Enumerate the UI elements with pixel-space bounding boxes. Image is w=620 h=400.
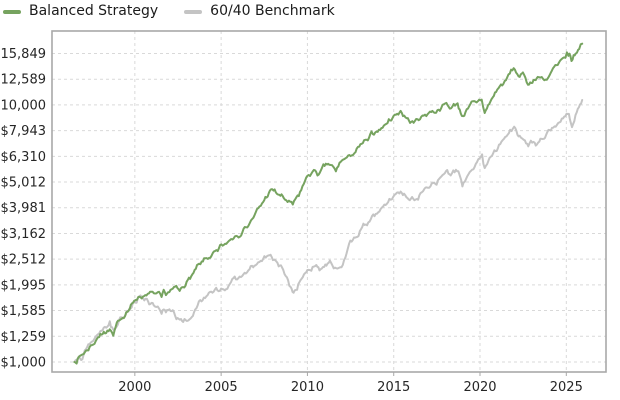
legend-swatch-balanced-strategy (3, 9, 21, 14)
y-axis-tick-label: $3,162 (1, 227, 47, 242)
x-axis-tick-label: 2025 (550, 380, 583, 395)
legend-swatch-benchmark (184, 9, 203, 14)
legend-item-benchmark: 60/40 Benchmark (184, 4, 335, 19)
y-axis-tick-label: $2,512 (1, 253, 47, 268)
y-axis-tick-label: $7,943 (1, 124, 47, 139)
legend-item-balanced-strategy: Balanced Strategy (3, 4, 158, 19)
chart-legend: Balanced Strategy 60/40 Benchmark (3, 4, 335, 19)
y-axis-tick-label: $1,995 (1, 278, 47, 293)
x-axis-tick-label: 2010 (291, 380, 324, 395)
y-axis-tick-label: $1,259 (1, 330, 47, 345)
y-axis-tick-label: $1,585 (1, 304, 47, 319)
x-axis-tick-label: 2000 (118, 380, 151, 395)
y-axis-tick-label: $1,000 (1, 355, 47, 370)
x-axis-tick-label: 2005 (205, 380, 238, 395)
balanced-strategy-line (73, 42, 584, 365)
y-axis-tick-label: $6,310 (1, 150, 47, 165)
x-axis-tick-label: 2020 (463, 380, 496, 395)
y-axis-tick-label: $12,589 (0, 73, 46, 88)
plot-border (51, 30, 607, 373)
y-axis-tick-label: $15,849 (0, 47, 46, 62)
y-axis-tick-label: $3,981 (1, 201, 47, 216)
y-axis-tick-label: $5,012 (1, 176, 47, 191)
x-axis-tick-label: 2015 (377, 380, 410, 395)
y-axis-tick-label: $10,000 (0, 98, 46, 113)
benchmark-line (73, 99, 584, 363)
legend-label-balanced-strategy: Balanced Strategy (29, 3, 159, 19)
legend-label-benchmark: 60/40 Benchmark (210, 3, 335, 19)
